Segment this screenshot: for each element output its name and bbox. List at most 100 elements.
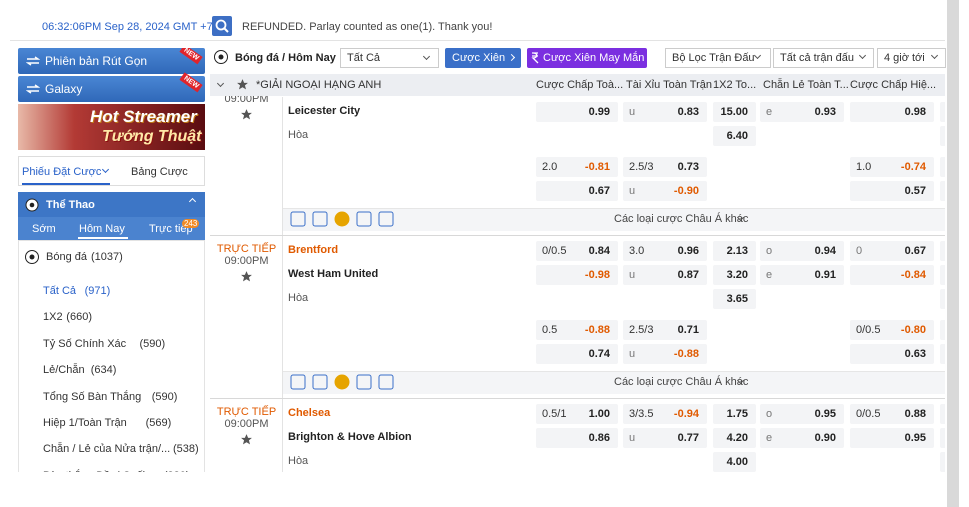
odds-cell[interactable]: 0 0.67: [850, 241, 934, 261]
odds-cell[interactable]: 0/0.5 0.84: [536, 241, 618, 261]
scrollbar[interactable]: [947, 0, 959, 507]
odds-cell[interactable]: 0.57: [850, 181, 934, 201]
stats-icon[interactable]: [312, 211, 328, 227]
odds-cell[interactable]: 3.20: [713, 265, 756, 285]
odds-cell[interactable]: 3/3.5 -0.94: [623, 404, 707, 424]
match-list: 0.99 u 0.83 15.00 e 0.93 0.98 6.40 2.0 -0.81 2.5/3…: [210, 96, 945, 472]
odds-cell[interactable]: 15.00: [713, 102, 756, 122]
odds-cell[interactable]: 4.20: [713, 428, 756, 448]
filter-select[interactable]: 4 giờ tới: [877, 48, 946, 68]
odds-price: 4.00: [726, 456, 748, 468]
column-header[interactable]: Chẵn Lẻ Toàn T...: [763, 79, 849, 91]
galaxy-button[interactable]: Galaxy NEW: [18, 72, 205, 102]
odds-cell[interactable]: 0/0.5 0.88: [850, 404, 934, 424]
odds-line: u: [629, 269, 636, 281]
odds-cell[interactable]: o 0.94: [760, 241, 844, 261]
odds-cell[interactable]: 0.99: [536, 102, 618, 122]
odds-cell[interactable]: 0.5/1 1.00: [536, 404, 618, 424]
clock-icon[interactable]: [378, 374, 394, 390]
odds-cell[interactable]: 0.5 -0.88: [536, 320, 618, 340]
market-name[interactable]: Tổng Số Bàn Thắng: [43, 390, 142, 403]
banner-line: Tướng Thuật: [102, 128, 202, 145]
odds-cell[interactable]: u 0.77: [623, 428, 707, 448]
market-name[interactable]: Tỷ Số Chính Xác: [43, 337, 127, 350]
favorite-icon[interactable]: [240, 433, 253, 446]
odds-cell[interactable]: 1.0 -0.74: [850, 157, 934, 177]
period-tab[interactable]: Hôm Nay: [79, 223, 125, 235]
chart-icon[interactable]: [356, 374, 372, 390]
switch-icon: [26, 84, 40, 94]
star-icon[interactable]: [290, 211, 306, 227]
odds-cell[interactable]: 2.0 -0.81: [536, 157, 618, 177]
odds-cell[interactable]: -0.84: [850, 265, 934, 285]
odds-cell[interactable]: 0.86: [536, 428, 618, 448]
odds-cell[interactable]: 2.5/3 0.71: [623, 320, 707, 340]
column-header[interactable]: Tài Xỉu Toàn Trận: [626, 79, 713, 91]
odds-cell[interactable]: 0.98: [850, 102, 934, 122]
odds-price: 2.13: [726, 245, 748, 257]
odds-cell-edge: [940, 452, 945, 472]
odds-cell[interactable]: 0.67: [536, 181, 618, 201]
tab[interactable]: Bảng Cược: [131, 166, 188, 178]
compact-button[interactable]: Phiên bản Rút Gọn NEW: [18, 48, 205, 74]
odds-cell[interactable]: u 0.83: [623, 102, 707, 122]
odds-cell[interactable]: 2.13: [713, 241, 756, 261]
odds-cell[interactable]: o 0.95: [760, 404, 844, 424]
coin-icon[interactable]: [334, 374, 350, 390]
odds-cell[interactable]: e 0.93: [760, 102, 844, 122]
odds-cell[interactable]: 1.75: [713, 404, 756, 424]
stats-icon[interactable]: [312, 374, 328, 390]
odds-cell[interactable]: 0.74: [536, 344, 618, 364]
odds-cell[interactable]: 0/0.5 -0.80: [850, 320, 934, 340]
more-markets[interactable]: Các loại cược Châu Á khác: [614, 213, 749, 225]
more-markets[interactable]: Các loại cược Châu Á khác: [614, 376, 749, 388]
odds-cell[interactable]: -0.98: [536, 265, 618, 285]
period-tab[interactable]: Trực tiếp: [149, 223, 193, 235]
market-name[interactable]: 1X2: [43, 311, 63, 324]
clock: 06:32:06PM Sep 28, 2024 GMT +7: [42, 21, 213, 33]
market-name[interactable]: Bàn thắng Đầu/ Cuối: [43, 470, 145, 472]
market-name[interactable]: Tất Cả: [43, 285, 77, 297]
market-name[interactable]: Chẵn / Lẻ của Nửa trận/...: [43, 443, 171, 456]
odds-cell[interactable]: u -0.88: [623, 344, 707, 364]
odds-cell[interactable]: u 0.87: [623, 265, 707, 285]
odds-cell[interactable]: e 0.90: [760, 428, 844, 448]
streamer-banner[interactable]: Hot Streamer Tướng Thuật: [18, 104, 205, 150]
search-button[interactable]: [212, 16, 232, 36]
odds-cell[interactable]: u -0.90: [623, 181, 707, 201]
odds-cell[interactable]: 4.00: [713, 452, 756, 472]
odds-line: u: [629, 106, 636, 118]
tab[interactable]: Phiếu Đặt Cược: [22, 166, 102, 178]
odds-cell[interactable]: 0.95: [850, 428, 934, 448]
favorite-icon[interactable]: [240, 108, 253, 121]
column-header[interactable]: Cược Chấp Hiệ...: [850, 79, 937, 91]
market-name[interactable]: Hiệp 1/Toàn Trận: [43, 417, 127, 429]
odds-cell[interactable]: 6.40: [713, 126, 756, 146]
coin-icon[interactable]: [334, 211, 350, 227]
lucky-icon: [531, 52, 539, 64]
odds-cell[interactable]: 0.63: [850, 344, 934, 364]
team-name: Leicester City: [288, 105, 361, 117]
sport-name[interactable]: Bóng đá: [46, 251, 87, 263]
lucky-parlay-button[interactable]: Cược Xiên May Mắn: [527, 48, 647, 68]
market-select[interactable]: Tất Cả: [340, 48, 439, 68]
chart-icon[interactable]: [356, 211, 372, 227]
market-name[interactable]: Lẻ/Chẵn: [43, 364, 85, 377]
notice: REFUNDED. Parlay counted as one(1). Than…: [242, 21, 493, 33]
column-header[interactable]: Cược Chấp Toà...: [536, 79, 624, 91]
parlay-button[interactable]: Cược Xiên: [445, 48, 521, 68]
filter-select[interactable]: Tất cả trận đấu: [773, 48, 874, 68]
period-tab[interactable]: Sớm: [32, 223, 56, 235]
odds-cell[interactable]: 2.5/3 0.73: [623, 157, 707, 177]
filter-label: Bộ Lọc Trận Đấu: [672, 52, 755, 64]
star-icon[interactable]: [290, 374, 306, 390]
odds-cell[interactable]: e 0.91: [760, 265, 844, 285]
favorite-icon[interactable]: [240, 270, 253, 283]
odds-price: 4.20: [726, 432, 748, 444]
clock-icon[interactable]: [378, 211, 394, 227]
column-header[interactable]: 1X2 To...: [713, 79, 757, 91]
filter-select[interactable]: Bộ Lọc Trận Đấu: [665, 48, 771, 68]
odds-cell[interactable]: 3.65: [713, 289, 756, 309]
favorite-icon[interactable]: [236, 78, 249, 91]
odds-cell[interactable]: 3.0 0.96: [623, 241, 707, 261]
